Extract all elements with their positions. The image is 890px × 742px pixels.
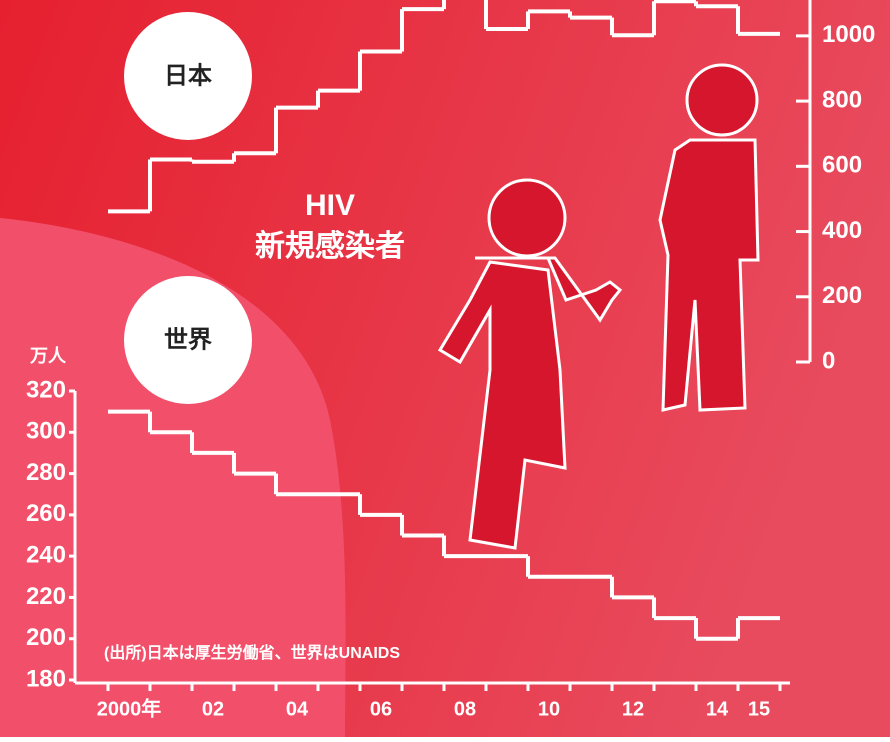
x-tick-label: 10: [538, 698, 560, 720]
chart-title: HIV: [305, 189, 355, 222]
x-tick-label: 04: [286, 698, 309, 720]
y2-tick-label: 800: [822, 86, 862, 113]
y-tick-label: 240: [26, 541, 66, 568]
y-unit: 万人: [29, 346, 67, 366]
y2-tick-label: 400: [822, 217, 862, 244]
y-tick-label: 220: [26, 583, 66, 610]
y2-tick-label: 0: [822, 347, 835, 374]
y-tick-label: 280: [26, 459, 66, 486]
legend-label: 日本: [164, 62, 212, 89]
y-tick-label: 320: [26, 376, 66, 403]
x-tick-label: 2000年: [97, 696, 162, 720]
x-tick-label: 12: [622, 698, 644, 720]
y-tick-label: 200: [26, 624, 66, 651]
chart-subtitle: 新規感染者: [255, 230, 405, 263]
x-tick-label: 14: [706, 698, 729, 720]
y2-tick-label: 200: [822, 282, 862, 309]
y2-tick-label: 1000: [822, 21, 875, 48]
y-tick-label: 180: [26, 665, 66, 692]
x-tick-label: 02: [202, 698, 224, 720]
y-tick-label: 300: [26, 418, 66, 445]
chart: 日本 世界 HIV 新規感染者 万人 (出所)日本は厚生労働省、世界はUNAID…: [0, 0, 890, 737]
x-tick-label: 06: [370, 698, 392, 720]
x-tick-label: 15: [748, 698, 770, 720]
y2-tick-label: 600: [822, 152, 862, 179]
y-tick-label: 260: [26, 500, 66, 527]
x-tick-label: 08: [454, 698, 476, 720]
legend-label: 世界: [164, 326, 212, 353]
source-note: (出所)日本は厚生労働省、世界はUNAIDS: [104, 643, 400, 662]
